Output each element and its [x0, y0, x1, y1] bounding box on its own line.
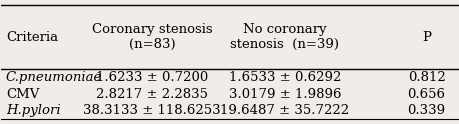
- Text: 19.6487 ± 35.7222: 19.6487 ± 35.7222: [220, 104, 349, 117]
- Text: 1.6533 ± 0.6292: 1.6533 ± 0.6292: [228, 71, 340, 84]
- Text: 3.0179 ± 1.9896: 3.0179 ± 1.9896: [228, 88, 341, 101]
- Text: Coronary stenosis
(n=83): Coronary stenosis (n=83): [92, 23, 212, 51]
- Text: 0.339: 0.339: [407, 104, 445, 117]
- Text: 38.3133 ± 118.6253: 38.3133 ± 118.6253: [83, 104, 221, 117]
- Text: C.pneumoniae: C.pneumoniae: [6, 71, 102, 84]
- Text: Criteria: Criteria: [6, 31, 58, 44]
- Text: 2.8217 ± 2.2835: 2.8217 ± 2.2835: [96, 88, 208, 101]
- Text: 0.812: 0.812: [407, 71, 444, 84]
- Text: 0.656: 0.656: [407, 88, 445, 101]
- Text: No coronary
stenosis  (n=39): No coronary stenosis (n=39): [230, 23, 339, 51]
- Text: H.pylori: H.pylori: [6, 104, 61, 117]
- Text: CMV: CMV: [6, 88, 39, 101]
- Text: P: P: [421, 31, 430, 44]
- Text: 1.6233 ± 0.7200: 1.6233 ± 0.7200: [96, 71, 208, 84]
